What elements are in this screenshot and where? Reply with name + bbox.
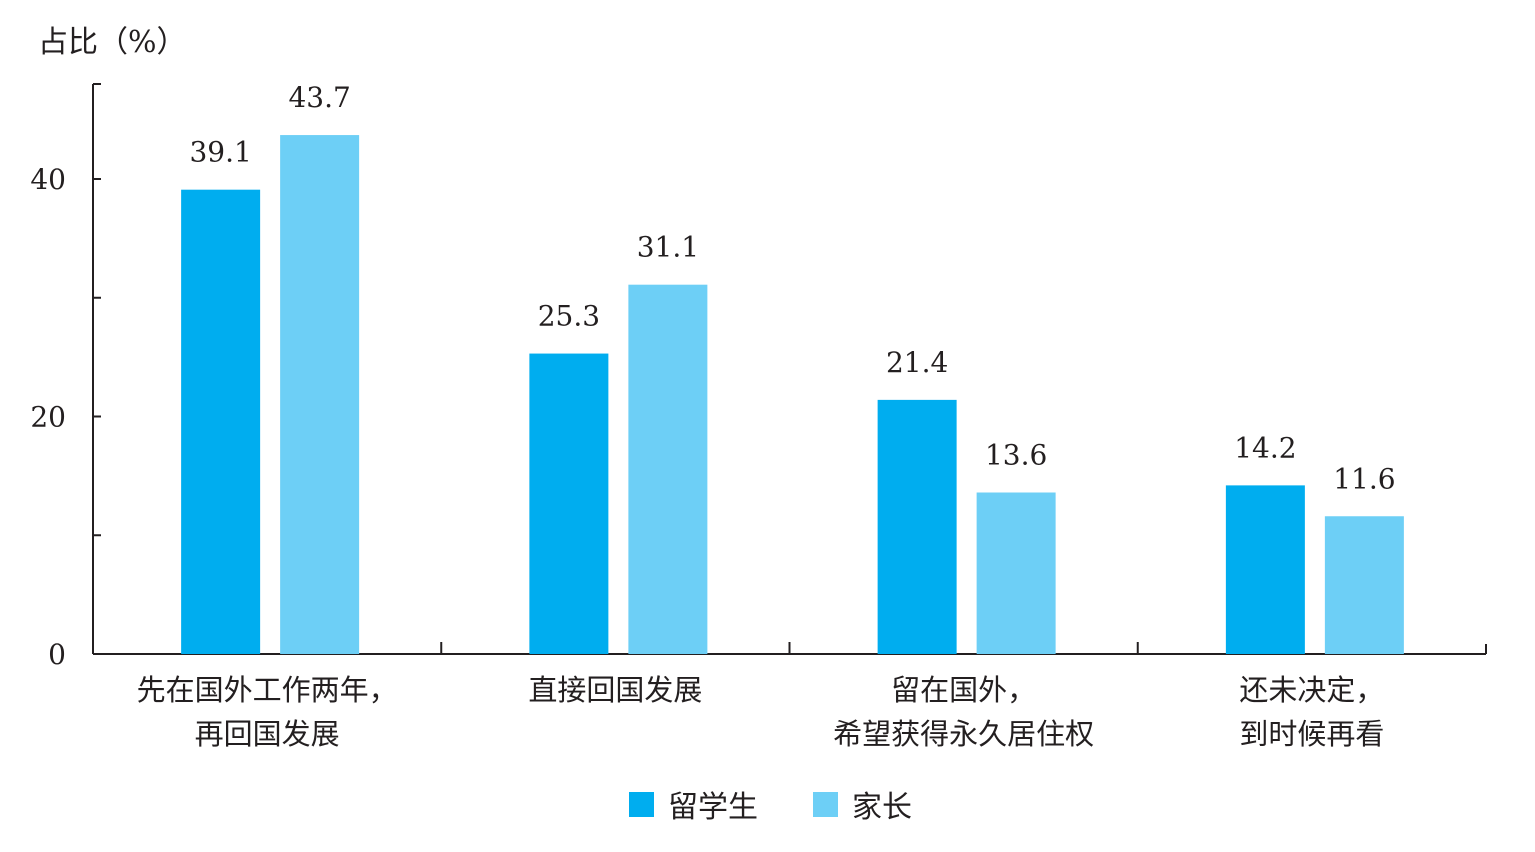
y-tick-label: 20 xyxy=(30,401,66,434)
x-category-label: 希望获得永久居住权 xyxy=(833,717,1094,751)
bars xyxy=(181,135,1404,654)
legend: 留学生 家长 xyxy=(629,790,912,825)
bar-parents xyxy=(1324,516,1404,654)
bar-value-label: 14.2 xyxy=(1234,431,1296,464)
bar-parents xyxy=(280,135,360,654)
y-axis-title: 占比（%） xyxy=(38,25,187,60)
legend-swatch xyxy=(813,792,838,817)
bar-value-label: 11.6 xyxy=(1333,462,1395,495)
bar-value-label: 43.7 xyxy=(288,81,350,114)
bar-parents xyxy=(976,492,1056,654)
bar-students xyxy=(181,189,261,654)
bar-students xyxy=(529,353,609,654)
bar-value-label: 31.1 xyxy=(637,231,699,264)
x-category-label: 再回国发展 xyxy=(195,717,340,751)
bar-value-label: 39.1 xyxy=(189,136,251,169)
x-category-label: 直接回国发展 xyxy=(528,673,702,707)
value-labels: 39.1 43.7 25.3 31.1 21.4 13.6 14.2 11.6 xyxy=(189,81,1395,495)
y-tick-label: 0 xyxy=(48,638,66,671)
x-category-label: 先在国外工作两年， xyxy=(137,673,398,707)
bar-value-label: 13.6 xyxy=(985,439,1047,472)
legend-swatch xyxy=(629,792,654,817)
x-category-label: 留在国外， xyxy=(891,673,1036,707)
x-category-label: 还未决定， xyxy=(1239,673,1384,707)
x-category-label: 到时候再看 xyxy=(1239,717,1384,751)
bar-value-label: 21.4 xyxy=(886,346,948,379)
legend-label: 家长 xyxy=(852,790,912,825)
legend-label: 留学生 xyxy=(668,790,758,825)
bar-students xyxy=(1225,485,1305,654)
bar-parents xyxy=(628,284,708,654)
bar-value-label: 25.3 xyxy=(538,300,600,333)
category-labels: 先在国外工作两年， 再回国发展 直接回国发展 留在国外， 希望获得永久居住权 还未决定， 到… xyxy=(137,673,1385,751)
y-tick-label: 40 xyxy=(30,163,66,196)
bar-students xyxy=(877,399,957,654)
